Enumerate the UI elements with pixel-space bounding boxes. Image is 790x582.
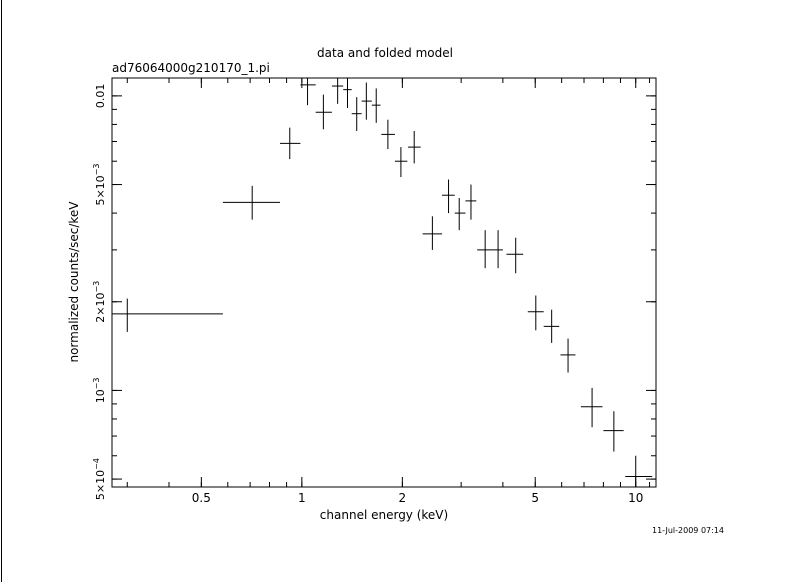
data-point [527, 295, 544, 331]
data-point [343, 78, 352, 108]
data-point [493, 230, 503, 269]
chart-subtitle: ad76064000g210170_1.pi [112, 61, 270, 75]
data-point [371, 88, 381, 123]
data-point [442, 179, 455, 214]
y-tick-label: 5×10−3 [92, 164, 107, 206]
data-point [394, 147, 408, 178]
data-point [580, 387, 603, 428]
data-point [222, 185, 280, 220]
x-tick-label: 2 [399, 491, 407, 505]
x-tick-label: 10 [628, 491, 643, 505]
data-series [112, 78, 653, 487]
data-point [279, 127, 301, 160]
data-point [408, 130, 421, 164]
data-point [361, 82, 372, 120]
data-point [454, 198, 466, 231]
data-point [465, 184, 477, 220]
data-point [477, 230, 494, 269]
data-point [300, 78, 316, 106]
data-point [625, 455, 653, 487]
timestamp: 11-Jul-2009 07:14 [652, 526, 724, 535]
y-tick-label: 5×10−4 [92, 458, 107, 500]
y-tick-label: 2×10−3 [92, 281, 107, 323]
data-point [560, 338, 576, 373]
x-tick-label: 5 [531, 491, 539, 505]
data-point [331, 78, 344, 104]
chart-title: data and folded model [317, 46, 453, 60]
y-tick-label: 0.01 [94, 84, 107, 109]
data-point [543, 309, 560, 343]
data-point [381, 119, 395, 150]
data-point [506, 237, 524, 274]
data-point [351, 97, 362, 131]
x-tick-label: 1 [298, 491, 306, 505]
y-tick-label: 10−3 [92, 378, 107, 404]
data-point [112, 298, 223, 332]
y-axis-label: normalized counts/sec/keV [67, 201, 81, 363]
x-axis-label: channel energy (keV) [320, 508, 448, 522]
data-point [603, 411, 624, 452]
x-tick-label: 0.5 [192, 491, 211, 505]
plot-frame [111, 77, 657, 488]
y-axis: 5×10−4 10−3 2×10−3 5×10−3 0.01 [92, 84, 656, 500]
data-point [422, 216, 443, 250]
x-axis: 0.5 1 2 5 10 [126, 78, 651, 505]
data-point [315, 94, 332, 130]
